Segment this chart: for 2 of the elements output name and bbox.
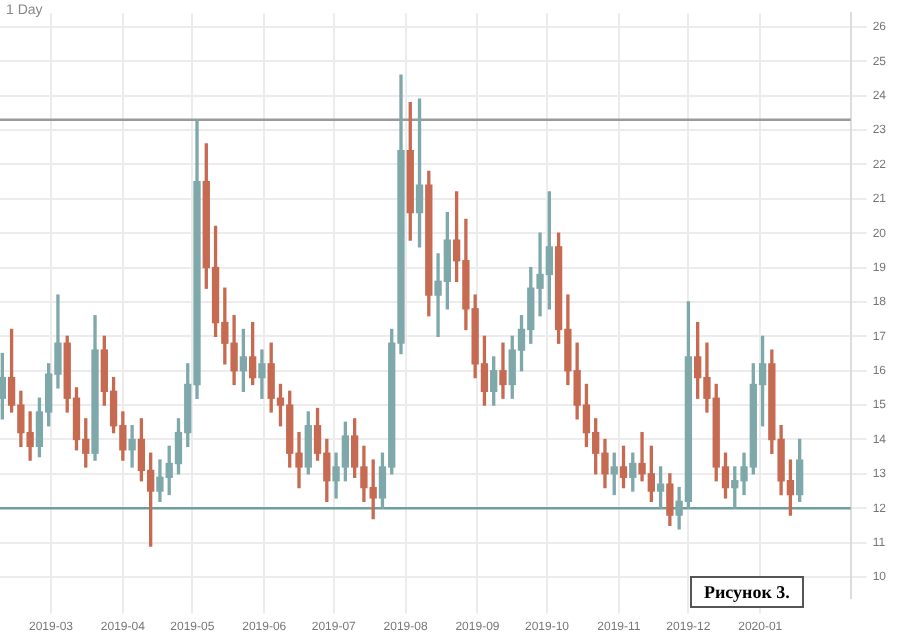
annotation: Рисунок 3. — [690, 576, 804, 608]
candlestick — [128, 425, 136, 468]
